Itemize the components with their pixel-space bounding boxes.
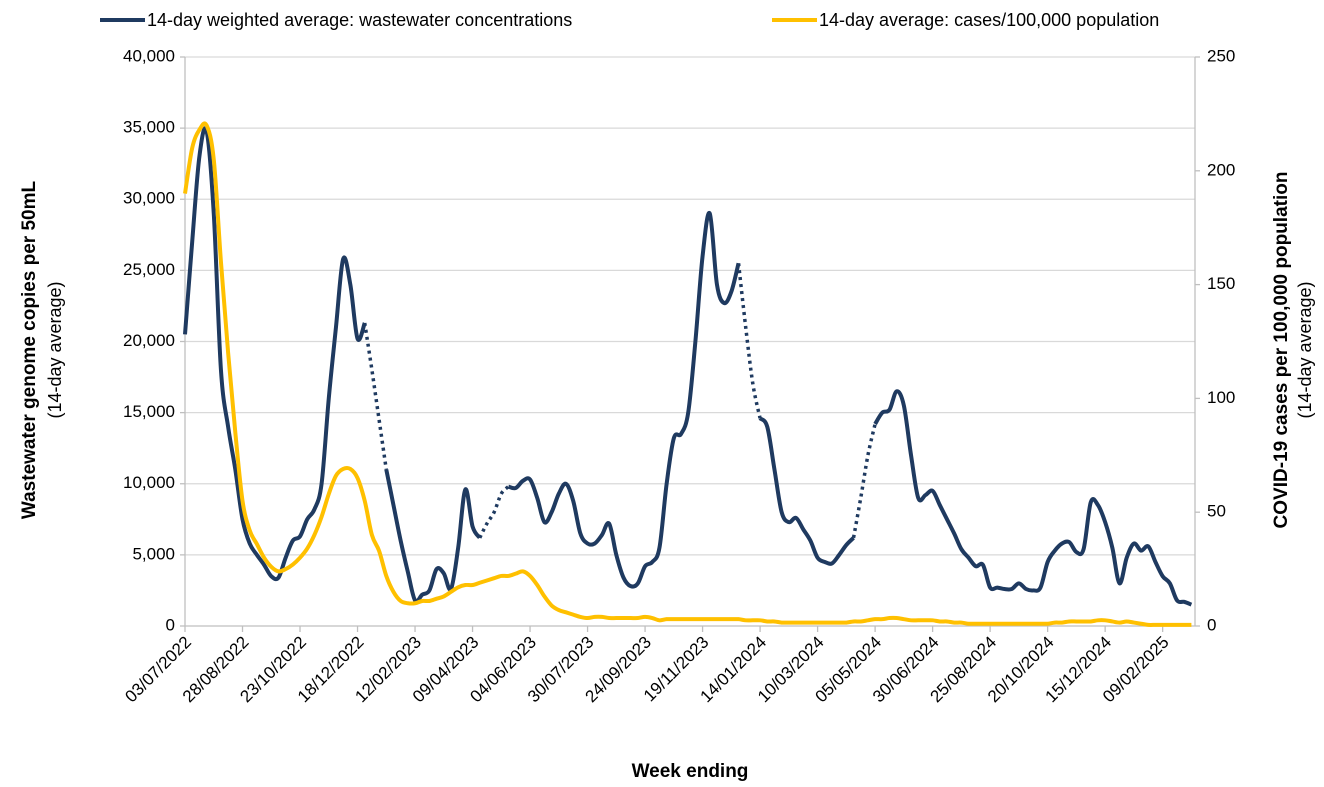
y-tick-label: 10,000 <box>123 473 175 492</box>
series-line <box>507 211 741 589</box>
y-tick-label: 15,000 <box>123 402 175 421</box>
y2-tick-label: 100 <box>1207 388 1235 407</box>
y2-tick-label: 0 <box>1207 615 1216 634</box>
y-tick-label: 40,000 <box>123 46 175 65</box>
series-line-dashed <box>851 423 877 539</box>
y2-tick-label: 250 <box>1207 46 1235 65</box>
series-line-dashed <box>478 485 510 539</box>
y2-tick-label: 50 <box>1207 502 1226 521</box>
y-tick-label: 25,000 <box>123 260 175 279</box>
y2-tick-label: 150 <box>1207 274 1235 293</box>
y-tick-label: 20,000 <box>123 331 175 350</box>
y-tick-label: 0 <box>166 615 175 634</box>
y-tick-label: 5,000 <box>132 544 175 563</box>
series-line <box>758 416 855 566</box>
y2-axis-title: COVID-19 cases per 100,000 population <box>1271 172 1292 529</box>
legend-label: 14-day average: cases/100,000 population <box>819 10 1159 30</box>
series-line-dashed <box>736 263 762 419</box>
series-line <box>183 126 367 582</box>
legend-label: 14-day weighted average: wastewater conc… <box>147 10 572 30</box>
series-line-dashed <box>362 322 389 470</box>
y2-axis-subtitle: (14-day average) <box>1295 281 1315 418</box>
y-axis-subtitle: (14-day average) <box>45 281 65 418</box>
series-line <box>183 121 1192 627</box>
x-axis-title: Week ending <box>632 761 749 782</box>
series-line <box>384 469 482 604</box>
series-line <box>873 389 1193 607</box>
y-axis-title: Wastewater genome copies per 50mL <box>19 180 40 519</box>
y2-tick-label: 200 <box>1207 160 1235 179</box>
y-tick-label: 30,000 <box>123 189 175 208</box>
y-tick-label: 35,000 <box>123 118 175 137</box>
